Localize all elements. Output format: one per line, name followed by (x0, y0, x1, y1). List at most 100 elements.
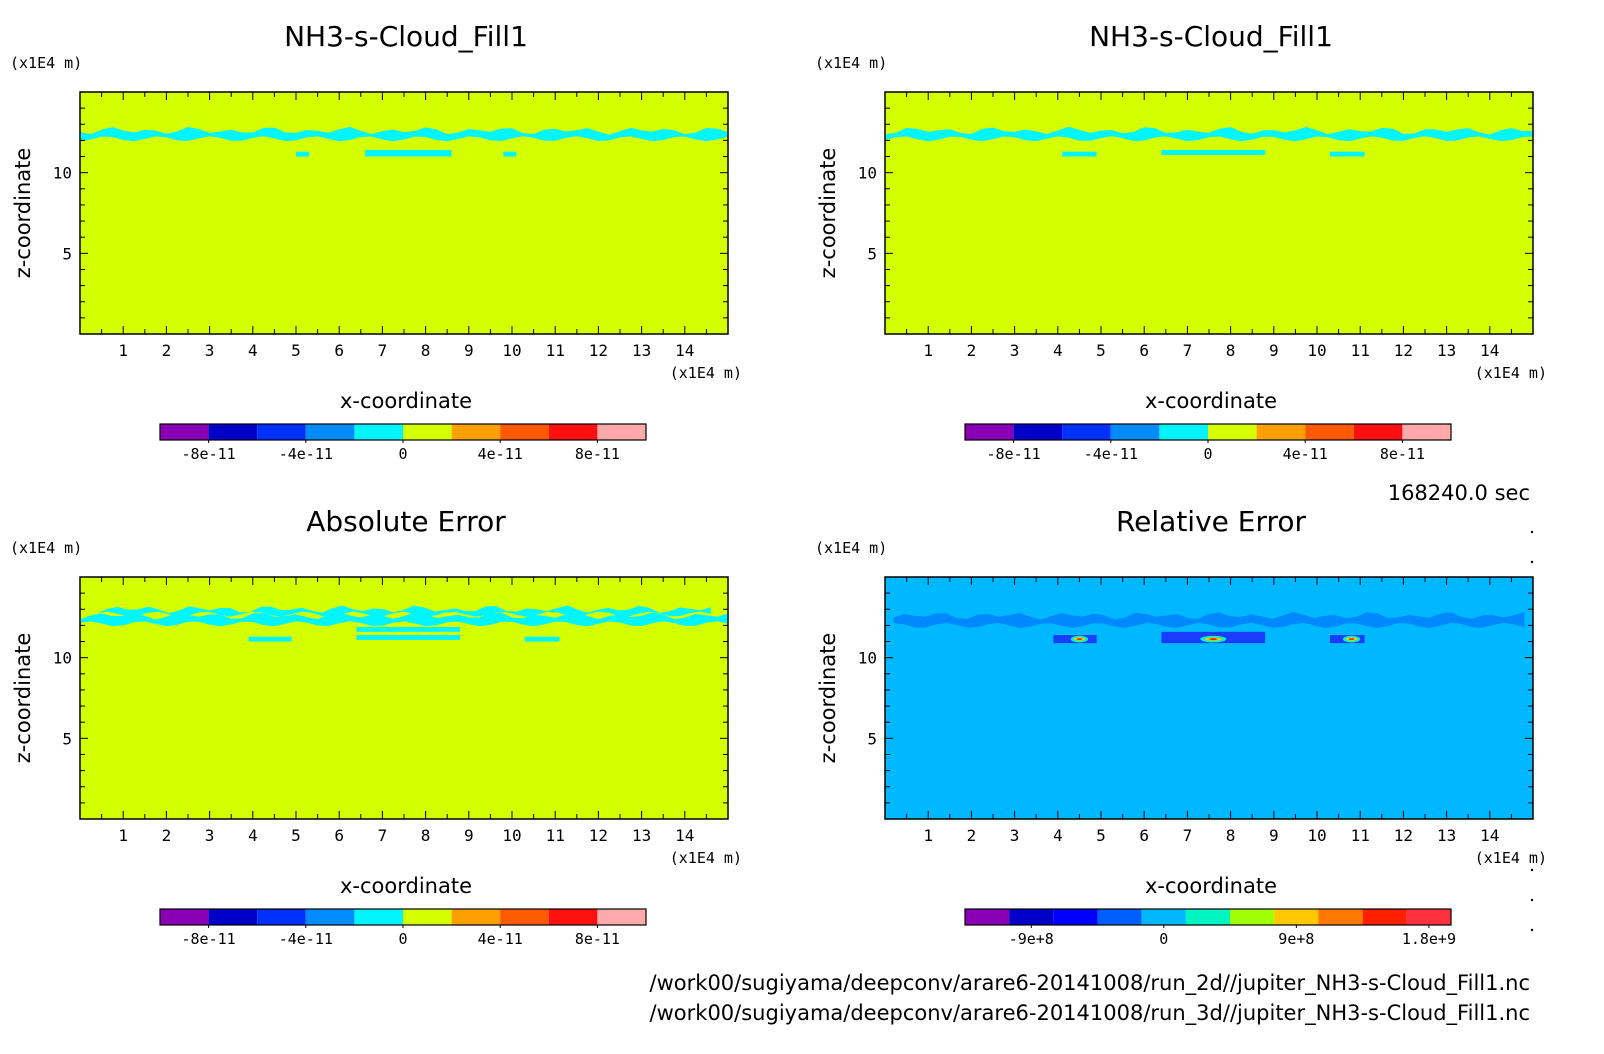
x-tick-label: 12 (589, 826, 608, 845)
colorbar: -8e-11 -4e-11 0 4e-11 8e-11 (159, 908, 647, 948)
x-tick-label: 9 (464, 341, 474, 360)
cloud-patch-2 (248, 636, 292, 642)
x-tick-label: 10 (502, 826, 521, 845)
x-tick-label: 2 (162, 826, 172, 845)
x-tick-label: 5 (1096, 341, 1106, 360)
colorbar-tick-label: 4e-11 (478, 445, 523, 463)
cloud-patch-3 (1329, 151, 1365, 157)
error-peak-core-6 (1348, 638, 1355, 641)
colorbar-swatch (965, 424, 1014, 440)
cloud-patch-2 (365, 150, 452, 157)
plot-area (885, 577, 1533, 819)
colorbar-tick-label: 0 (398, 445, 407, 463)
colorbar-swatch (500, 909, 549, 925)
colorbar-swatch (1009, 909, 1054, 925)
x-axis-label: x-coordinate (1145, 874, 1277, 898)
colorbar: -8e-11 -4e-11 0 4e-11 8e-11 (159, 423, 647, 463)
colorbar-swatch (1159, 424, 1208, 440)
x-tick-label: 7 (1183, 826, 1193, 845)
y-tick-label: 5 (62, 244, 72, 263)
cloud-patch-1 (296, 151, 309, 157)
error-peak-core-4 (1076, 638, 1082, 641)
cloud-patch-3 (503, 151, 517, 157)
y-axis-label: z-coordinate (11, 148, 35, 279)
x-tick-label: 12 (1394, 826, 1413, 845)
colorbar-swatch (451, 909, 501, 925)
x-tick-label: 6 (334, 826, 344, 845)
colorbar-swatch (208, 424, 258, 440)
colorbar-swatch (1062, 424, 1111, 440)
plot-area (885, 92, 1533, 334)
x-tick-label: 10 (1307, 341, 1326, 360)
colorbar-swatch (257, 909, 306, 925)
x-tick-label: 7 (378, 826, 388, 845)
colorbar-tick-label: 0 (1159, 930, 1168, 948)
colorbar-swatch (160, 909, 209, 925)
x-tick-label: 12 (589, 341, 608, 360)
colorbar-swatch (403, 424, 452, 440)
x-tick-label: 13 (632, 341, 651, 360)
panel-top-left: 1 2 3 4 5 6 7 8 9 10 11 12 13 14510NH3-s-Cloud_Fill1(… (10, 20, 742, 463)
colorbar-tick-label: -9e+8 (1009, 930, 1054, 948)
x-axis-label: x-coordinate (340, 389, 472, 413)
cloud-patch-5 (524, 636, 560, 642)
y-unit-label: (x1E4 m) (815, 54, 887, 72)
colorbar-swatch (403, 909, 452, 925)
colorbar-swatch (1185, 909, 1231, 925)
colorbar-swatch (1208, 424, 1257, 440)
x-tick-label: 5 (291, 341, 301, 360)
colorbar-swatch (548, 424, 598, 440)
y-tick-label: 5 (62, 729, 72, 748)
x-tick-label: 9 (464, 826, 474, 845)
x-tick-label: 6 (1139, 826, 1149, 845)
colorbar-swatch (597, 424, 646, 440)
x-tick-label: 8 (421, 826, 431, 845)
margin-dots (1530, 530, 1534, 932)
colorbar-swatch (1097, 909, 1142, 925)
x-tick-label: 4 (248, 826, 258, 845)
error-peak-core-5 (1209, 638, 1218, 641)
panel-title: Relative Error (1116, 505, 1307, 538)
colorbar-tick-label: 8e-11 (575, 445, 620, 463)
colorbar-tick-label: 9e+8 (1278, 930, 1314, 948)
cloud-patch-2 (1161, 150, 1266, 155)
colorbar: -9e+8 0 9e+8 1.8e+9 (964, 908, 1456, 948)
cloud-band-0 (80, 126, 728, 142)
colorbar-swatch (1230, 909, 1275, 925)
x-tick-label: 4 (1053, 826, 1063, 845)
x-tick-label: 11 (546, 341, 565, 360)
colorbar-tick-label: -8e-11 (182, 930, 236, 948)
x-tick-label: 8 (1226, 341, 1236, 360)
y-tick-label: 10 (858, 649, 877, 668)
x-tick-label: 5 (1096, 826, 1106, 845)
x-tick-label: 14 (675, 341, 694, 360)
x-tick-label: 3 (205, 826, 215, 845)
colorbar-swatch (1305, 424, 1354, 440)
x-tick-label: 1 (923, 826, 933, 845)
colorbar-swatch (965, 909, 1010, 925)
x-tick-label: 11 (1351, 826, 1370, 845)
cloud-patch-3 (356, 635, 461, 640)
colorbar: -8e-11 -4e-11 0 4e-11 8e-11 (964, 423, 1452, 463)
x-unit-label: (x1E4 m) (670, 364, 742, 382)
x-tick-label: 3 (1010, 826, 1020, 845)
colorbar-tick-label: 0 (1203, 445, 1212, 463)
colorbar-swatch (500, 424, 549, 440)
x-tick-label: 7 (378, 341, 388, 360)
x-tick-label: 3 (205, 341, 215, 360)
x-tick-label: 10 (1307, 826, 1326, 845)
y-unit-label: (x1E4 m) (815, 539, 887, 557)
y-axis-label: z-coordinate (11, 633, 35, 764)
panel-top-right: 1 2 3 4 5 6 7 8 9 10 11 12 13 14510NH3-s-Cloud_Fill1(… (815, 20, 1547, 463)
x-tick-label: 2 (967, 826, 977, 845)
time-label: 168240.0 sec (1388, 481, 1530, 505)
y-tick-label: 10 (53, 164, 72, 183)
colorbar-tick-label: 1.8e+9 (1402, 930, 1456, 948)
x-tick-label: 10 (502, 341, 521, 360)
x-tick-label: 1 (118, 341, 128, 360)
x-tick-label: 14 (1480, 341, 1499, 360)
x-tick-label: 8 (1226, 826, 1236, 845)
y-tick-label: 10 (858, 164, 877, 183)
